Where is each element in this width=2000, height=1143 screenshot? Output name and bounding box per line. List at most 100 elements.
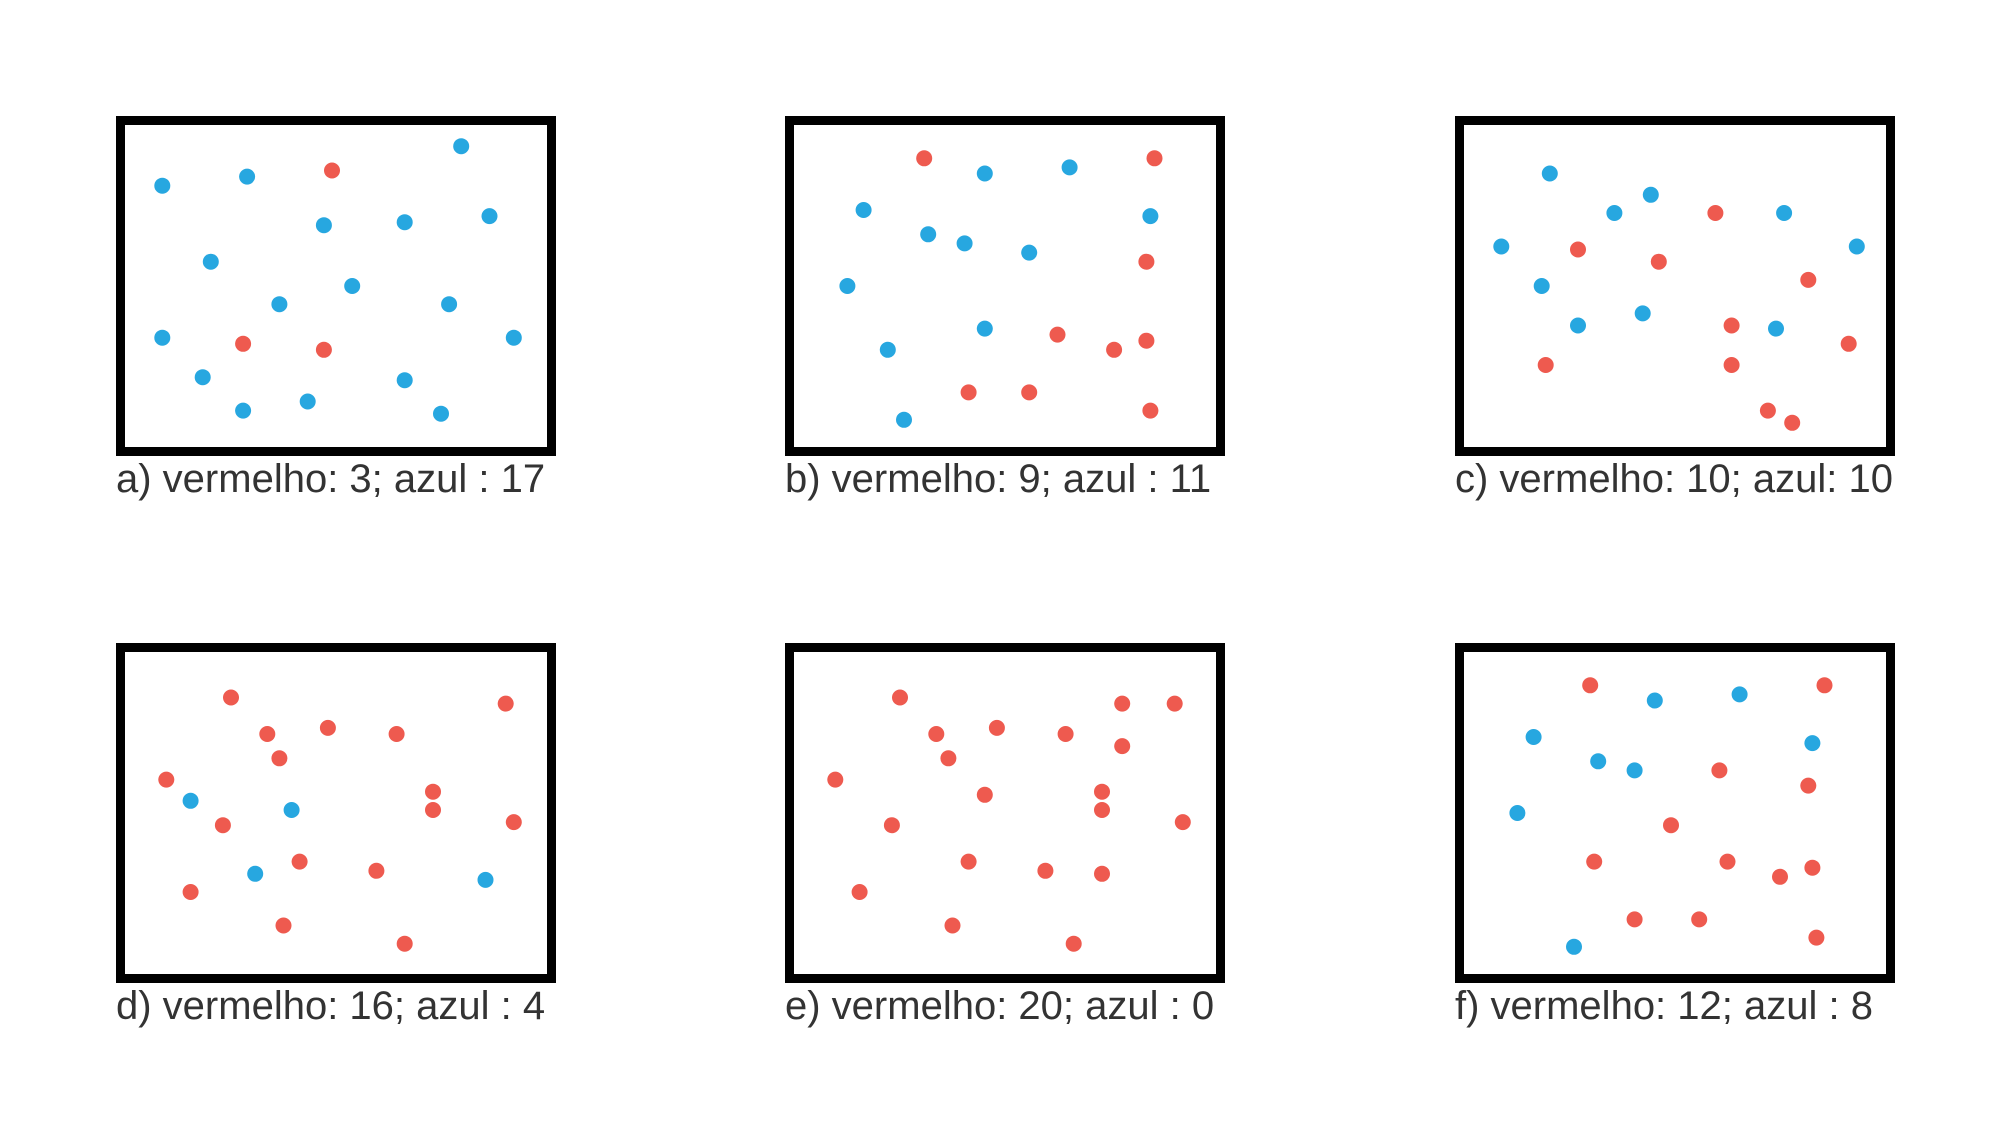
red-dot: [368, 862, 385, 879]
blue-dot: [1626, 762, 1643, 779]
blue-dot: [1731, 686, 1748, 703]
red-dot: [1784, 414, 1801, 431]
blue-dot: [239, 168, 256, 185]
red-dot: [1804, 859, 1821, 876]
red-dot: [976, 786, 993, 803]
blue-dot: [283, 802, 300, 818]
blue-dot: [1061, 159, 1078, 176]
red-dot: [1537, 357, 1554, 373]
red-dot: [425, 783, 441, 800]
red-dot: [319, 719, 336, 736]
red-dot: [883, 817, 900, 834]
blue-dot: [879, 341, 896, 358]
red-dot: [1021, 384, 1038, 401]
dot-box: [116, 116, 556, 456]
panel-d: d) vermelho: 16; azul : 4: [116, 643, 556, 1028]
blue-dot: [1606, 205, 1623, 221]
dot-box: [1455, 116, 1895, 456]
red-dot: [1719, 853, 1736, 870]
red-dot: [1759, 402, 1776, 419]
box-frame: [116, 643, 556, 983]
blue-dot: [920, 226, 937, 243]
red-dot: [1650, 253, 1667, 270]
red-dot: [505, 814, 522, 831]
red-dot: [1723, 317, 1740, 334]
red-dot: [214, 817, 231, 834]
panel-caption: f) vermelho: 12; azul : 8: [1455, 984, 1873, 1028]
blue-dot: [441, 296, 458, 313]
blue-dot: [1768, 320, 1784, 337]
blue-dot: [1566, 938, 1582, 955]
red-dot: [1808, 929, 1825, 946]
panel-b: b) vermelho: 9; azul : 11: [785, 116, 1225, 501]
dot-box: [1455, 643, 1895, 983]
blue-dot: [235, 402, 252, 419]
red-dot: [1106, 341, 1123, 358]
red-dot: [1174, 814, 1191, 831]
blue-dot: [154, 177, 171, 194]
blue-dot: [299, 393, 316, 410]
blue-dot: [396, 214, 413, 231]
blue-dot: [976, 320, 993, 337]
blue-dot: [154, 329, 171, 346]
red-dot: [1816, 677, 1833, 694]
red-dot: [940, 750, 957, 767]
red-dot: [851, 884, 868, 900]
red-dot: [988, 719, 1005, 736]
red-dot: [1065, 935, 1082, 952]
red-dot: [1114, 695, 1131, 712]
red-dot: [1146, 150, 1163, 167]
blue-dot: [1493, 238, 1510, 255]
red-dot: [291, 853, 308, 870]
red-dot: [1723, 357, 1740, 373]
red-dot: [1707, 205, 1724, 221]
red-dot: [1582, 677, 1599, 694]
blue-dot: [202, 253, 219, 270]
blue-dot: [896, 411, 912, 428]
panel-c: c) vermelho: 10; azul: 10: [1455, 116, 1895, 501]
red-dot: [1114, 738, 1131, 755]
red-dot: [425, 802, 441, 818]
blue-dot: [396, 372, 413, 389]
blue-dot: [315, 217, 332, 234]
panel-caption: a) vermelho: 3; azul : 17: [116, 457, 546, 501]
blue-dot: [956, 235, 973, 252]
blue-dot: [453, 138, 470, 155]
blue-dot: [839, 278, 856, 294]
red-dot: [1094, 865, 1110, 882]
red-dot: [259, 726, 276, 742]
red-dot: [1800, 271, 1817, 288]
red-dot: [1037, 862, 1054, 879]
red-dot: [1711, 762, 1728, 779]
panel-e: e) vermelho: 20; azul : 0: [785, 643, 1225, 1028]
red-dot: [275, 917, 292, 934]
box-frame: [1455, 643, 1895, 983]
red-dot: [235, 335, 252, 352]
blue-dot: [976, 165, 993, 182]
panel-caption: d) vermelho: 16; azul : 4: [116, 984, 546, 1028]
blue-dot: [1541, 165, 1558, 182]
red-dot: [1570, 241, 1586, 258]
red-dot: [1094, 783, 1110, 800]
blue-dot: [433, 405, 449, 422]
red-dot: [916, 150, 933, 167]
red-dot: [388, 726, 405, 742]
blue-dot: [481, 208, 498, 225]
blue-dot: [477, 871, 494, 888]
red-dot: [223, 689, 239, 706]
red-dot: [892, 689, 908, 706]
red-dot: [1840, 335, 1857, 352]
red-dot: [158, 771, 175, 788]
red-dot: [1142, 402, 1159, 419]
red-dot: [324, 162, 340, 179]
panel-caption: c) vermelho: 10; azul: 10: [1455, 457, 1893, 501]
red-dot: [1663, 817, 1679, 834]
red-dot: [1094, 802, 1110, 818]
blue-dot: [1642, 186, 1659, 203]
dot-box: [785, 116, 1225, 456]
red-dot: [960, 853, 977, 870]
red-dot: [928, 726, 945, 742]
panel-f: f) vermelho: 12; azul : 8: [1455, 643, 1895, 1028]
blue-dot: [1533, 278, 1550, 294]
red-dot: [1586, 853, 1603, 870]
